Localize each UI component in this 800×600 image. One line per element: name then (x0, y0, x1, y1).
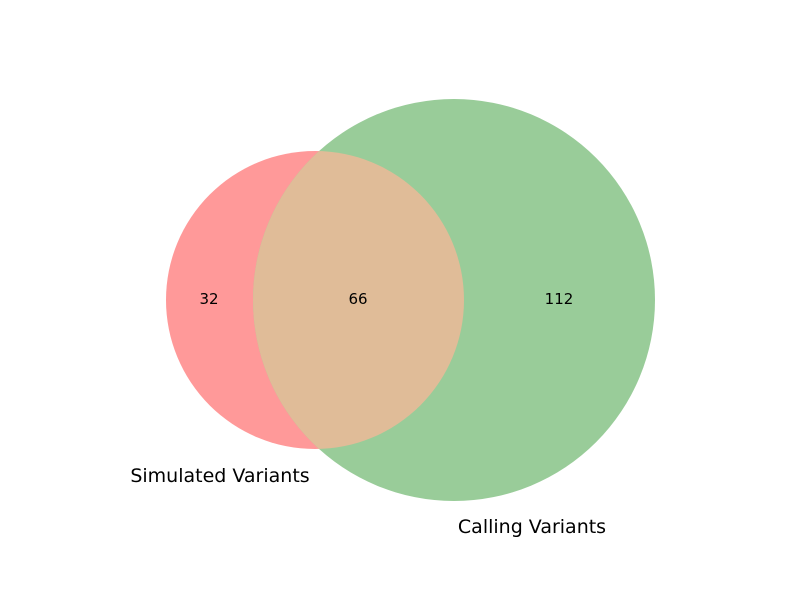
intersection-region (253, 151, 464, 449)
calling-only-count: 112 (545, 290, 574, 308)
intersection-count: 66 (348, 290, 367, 308)
simulated-variants-label: Simulated Variants (130, 465, 309, 487)
calling-variants-label: Calling Variants (458, 516, 606, 538)
simulated-only-count: 32 (199, 290, 218, 308)
